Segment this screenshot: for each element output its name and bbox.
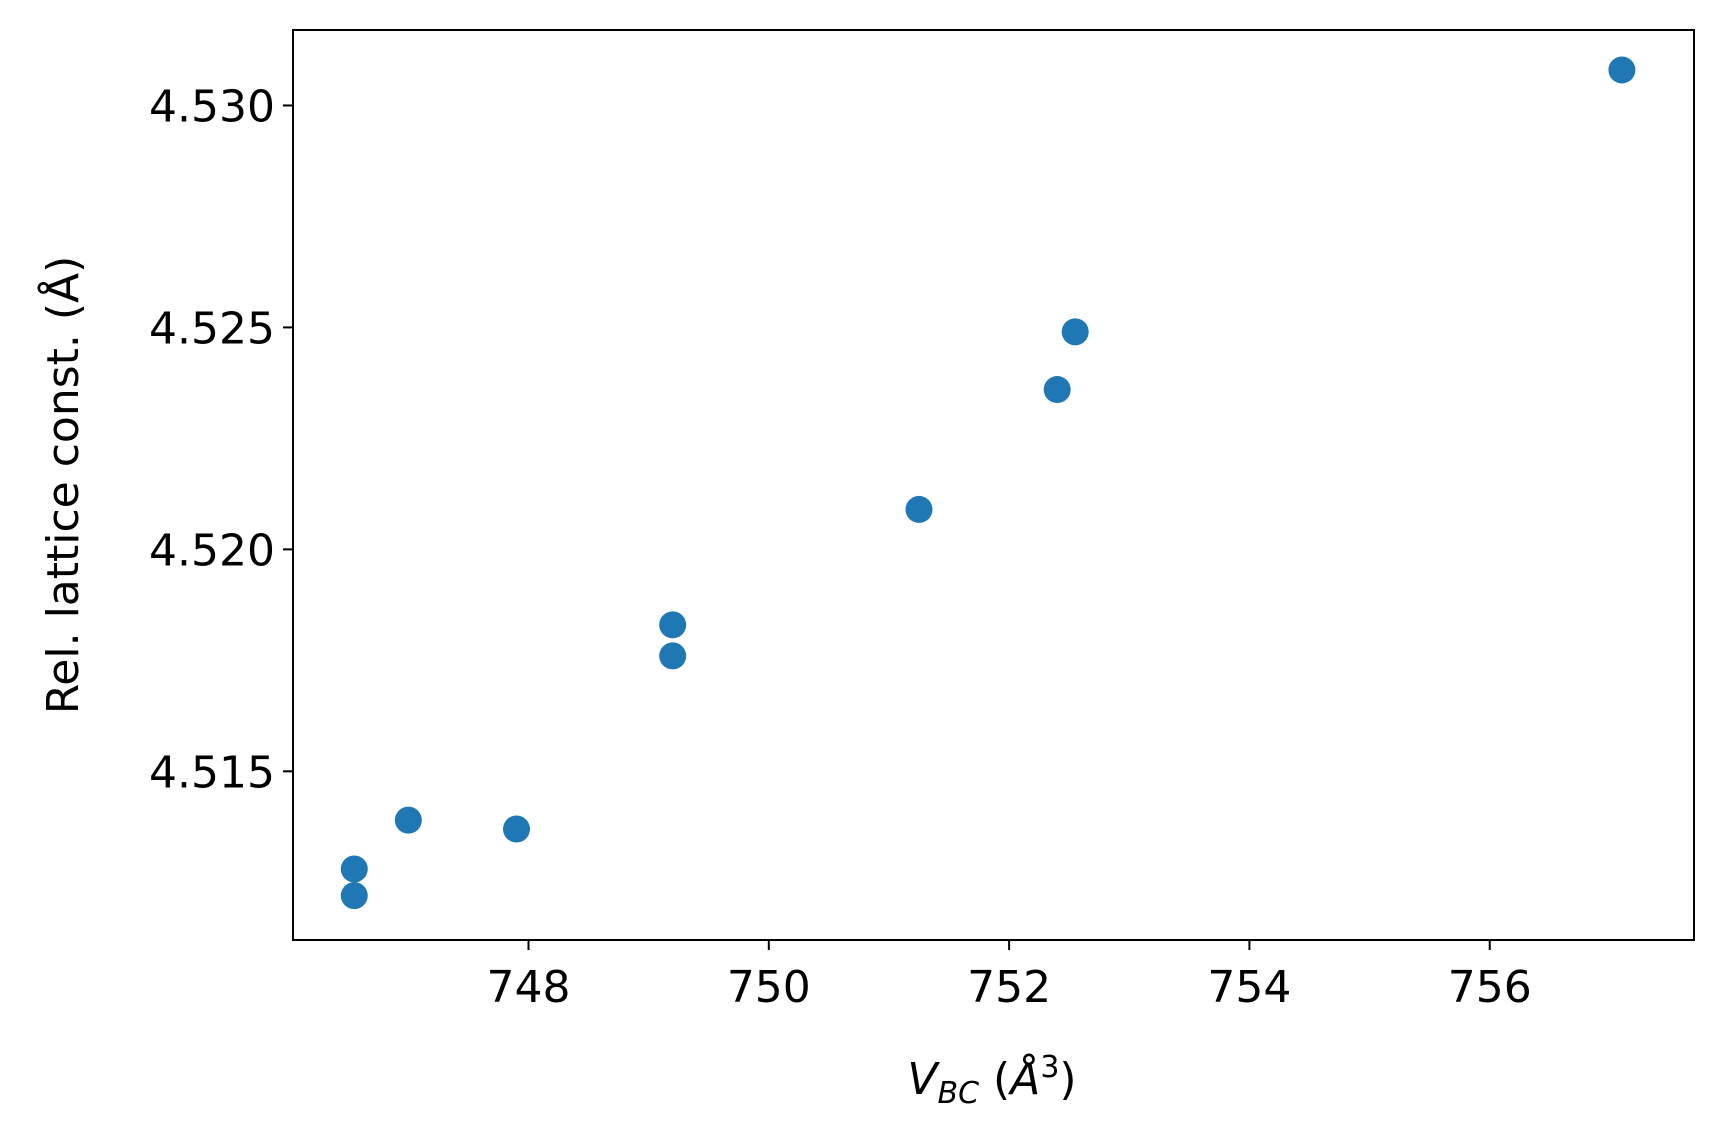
y-axis-ticks: 4.515 4.520 4.525 4.530: [149, 81, 293, 798]
x-axis-label-unit: Å: [1007, 1052, 1040, 1105]
y-tick-label: 4.525: [149, 303, 275, 354]
data-point: [394, 806, 422, 834]
x-tick-label: 754: [1207, 962, 1291, 1013]
x-axis-label-subscript: BC: [938, 1076, 980, 1111]
x-axis-label-main: V: [907, 1054, 940, 1105]
data-point: [659, 642, 687, 670]
y-tick-label: 4.520: [149, 525, 275, 576]
data-point: [905, 495, 933, 523]
x-tick-label: 748: [487, 962, 571, 1013]
x-tick-label: 750: [727, 962, 811, 1013]
y-tick-label: 4.515: [149, 747, 275, 798]
data-point: [340, 855, 368, 883]
data-point: [1608, 56, 1636, 84]
x-axis-label: VBC (Å3): [907, 1050, 1076, 1111]
data-points: [340, 56, 1636, 910]
x-tick-label: 756: [1448, 962, 1532, 1013]
data-point: [340, 882, 368, 910]
y-axis-label: Rel. lattice const. (Å): [36, 256, 89, 715]
x-axis-label-superscript: 3: [1040, 1050, 1059, 1085]
data-point: [502, 815, 530, 843]
data-point: [1043, 376, 1071, 404]
x-axis-ticks: 748 750 752 754 756: [487, 940, 1532, 1013]
plot-area-frame: [292, 29, 1695, 941]
x-tick-label: 752: [967, 962, 1051, 1013]
data-point: [1061, 318, 1089, 346]
x-axis-label-close: ): [1059, 1054, 1076, 1105]
y-tick-label: 4.530: [149, 81, 275, 132]
data-point: [659, 611, 687, 639]
x-axis-label-open: (: [979, 1054, 1010, 1105]
